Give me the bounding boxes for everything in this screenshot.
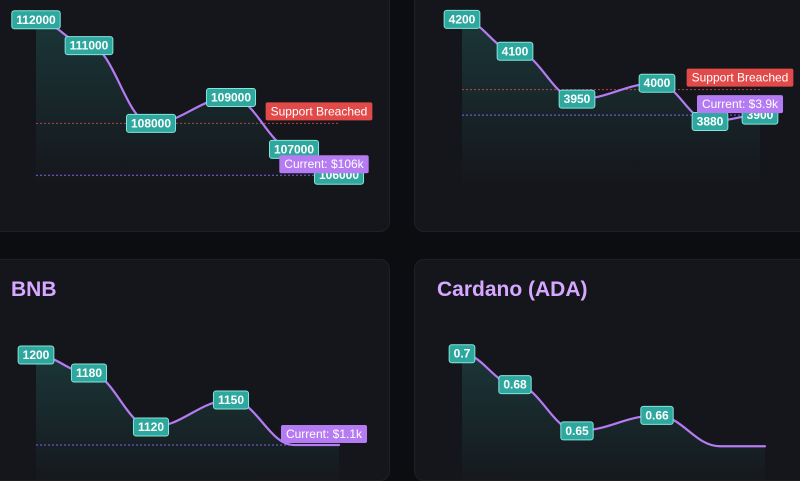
current-price-badge-text: Current: $3.9k bbox=[702, 97, 779, 111]
data-label-1: 111000 bbox=[64, 36, 114, 56]
data-label-3: 109000 bbox=[205, 88, 257, 107]
data-label-4: 3880 bbox=[691, 111, 729, 131]
data-label-0: 112000 bbox=[11, 10, 61, 30]
data-label-0: 4200 bbox=[443, 9, 481, 29]
data-label-2: 108000 bbox=[125, 113, 177, 133]
ethereum-chart-card: 4200 4100 3950 4000 3880 3900 Support Breached… bbox=[414, 0, 800, 232]
data-label-bg bbox=[125, 113, 177, 133]
data-label-text: 4000 bbox=[644, 76, 671, 90]
data-label-text: 107000 bbox=[274, 142, 314, 156]
data-label-text: 112000 bbox=[16, 13, 56, 27]
data-label-bg bbox=[132, 417, 170, 437]
data-label-3: 4000 bbox=[638, 73, 676, 93]
cardano-price-plot: 0.7 0.68 0.65 0.66 bbox=[448, 344, 767, 480]
data-label-1: 1180 bbox=[70, 363, 108, 383]
bnb-price-plot: 1200 1180 1120 1150 Current: $1.1k bbox=[17, 345, 368, 480]
data-label-bg bbox=[64, 36, 114, 56]
data-label-bg bbox=[448, 344, 476, 364]
area-fill bbox=[36, 355, 339, 480]
data-label-bg bbox=[496, 41, 534, 61]
support-breached-badge-text: Support Breached bbox=[692, 71, 789, 85]
data-label-text: 4200 bbox=[449, 12, 476, 26]
data-label-1: 0.68 bbox=[498, 375, 532, 395]
data-label-bg bbox=[70, 363, 108, 383]
cardano-chart-card: Cardano (ADA) 0.7 0.68 0.65 0.66 bbox=[414, 259, 800, 481]
data-label-text: 108000 bbox=[131, 116, 171, 130]
data-label-1: 4100 bbox=[496, 41, 534, 61]
support-breached-badge: Support Breached bbox=[265, 102, 373, 121]
data-label-3: 0.66 bbox=[640, 405, 674, 425]
cardano-chart-title: Cardano (ADA) bbox=[437, 278, 588, 301]
support-breached-badge-text: Support Breached bbox=[271, 104, 368, 118]
current-price-badge: Current: $106k bbox=[279, 155, 369, 174]
bitcoin-price-plot: 112000111000108000109000107000106000Supp… bbox=[11, 10, 373, 186]
bitcoin-chart-card: 112000 111000 108000 109000 107000 106000 Supp… bbox=[0, 0, 390, 232]
data-label-bg bbox=[640, 405, 674, 425]
data-label-bg bbox=[558, 89, 596, 109]
data-label-bg bbox=[205, 88, 257, 107]
data-label-text: 4100 bbox=[502, 44, 529, 58]
data-label-0: 0.7 bbox=[448, 344, 476, 364]
data-label-bg bbox=[212, 390, 250, 410]
bnb-chart-card: BNB 1200 1180 1120 1150 Current: $1.1k bbox=[0, 259, 390, 481]
support-breached-badge: Support Breached bbox=[686, 68, 794, 87]
current-price-badge-bg bbox=[696, 95, 784, 114]
data-label-text: 0.65 bbox=[565, 424, 589, 438]
data-label-text: 1180 bbox=[76, 366, 102, 380]
data-label-2: 1120 bbox=[132, 417, 170, 437]
data-label-2: 0.65 bbox=[560, 421, 594, 441]
support-breached-badge-bg bbox=[265, 102, 373, 121]
current-price-badge-bg bbox=[279, 155, 369, 174]
current-price-badge-text: Current: $1.1k bbox=[286, 427, 363, 441]
area-fill bbox=[462, 353, 765, 480]
data-label-text: 1200 bbox=[23, 348, 50, 362]
current-price-badge: Current: $3.9k bbox=[696, 95, 784, 114]
data-label-text: 3880 bbox=[697, 114, 724, 128]
data-label-bg bbox=[443, 9, 481, 29]
data-label-4: 107000 bbox=[268, 139, 320, 159]
data-label-text: 109000 bbox=[211, 91, 251, 105]
data-label-text: 1150 bbox=[218, 393, 244, 407]
area-fill bbox=[462, 19, 760, 186]
area-fill bbox=[36, 19, 339, 186]
bnb-chart-title: BNB bbox=[11, 278, 57, 301]
current-price-badge-text: Current: $106k bbox=[284, 157, 364, 171]
data-label-text: 0.68 bbox=[503, 378, 527, 392]
data-label-bg bbox=[11, 10, 61, 30]
current-price-badge-bg bbox=[280, 425, 368, 443]
data-label-bg bbox=[560, 421, 594, 441]
data-label-0: 1200 bbox=[17, 345, 55, 365]
data-label-2: 3950 bbox=[558, 89, 596, 109]
data-label-text: 3950 bbox=[564, 92, 591, 106]
data-label-text: 111000 bbox=[70, 39, 109, 53]
data-label-3: 1150 bbox=[212, 390, 250, 410]
current-price-badge: Current: $1.1k bbox=[280, 425, 368, 443]
support-breached-badge-bg bbox=[686, 68, 794, 87]
data-label-text: 1120 bbox=[138, 420, 164, 434]
data-label-text: 0.7 bbox=[454, 347, 471, 361]
data-label-bg bbox=[498, 375, 532, 395]
data-label-text: 0.66 bbox=[645, 408, 669, 422]
data-label-bg bbox=[638, 73, 676, 93]
data-label-bg bbox=[17, 345, 55, 365]
